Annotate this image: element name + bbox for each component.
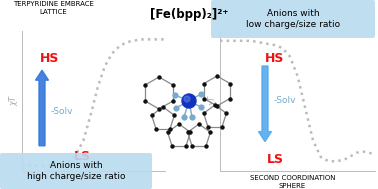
- Text: HS: HS: [265, 53, 285, 66]
- FancyArrow shape: [36, 70, 48, 146]
- FancyBboxPatch shape: [0, 153, 152, 189]
- Circle shape: [182, 94, 196, 108]
- Text: χT: χT: [209, 96, 217, 106]
- FancyArrow shape: [259, 66, 271, 142]
- Text: -Solv: -Solv: [274, 95, 296, 105]
- Text: Anions with
high charge/size ratio: Anions with high charge/size ratio: [27, 161, 125, 181]
- Text: TERPYRIDINE EMBRACE
LATTICE: TERPYRIDINE EMBRACE LATTICE: [13, 1, 94, 15]
- Text: SECOND COORDINATION
SPHERE: SECOND COORDINATION SPHERE: [250, 175, 335, 188]
- Circle shape: [184, 96, 190, 102]
- Text: LS: LS: [73, 150, 90, 163]
- FancyBboxPatch shape: [211, 0, 375, 38]
- Text: -Solv: -Solv: [51, 107, 73, 116]
- Text: Anions with
low charge/size ratio: Anions with low charge/size ratio: [246, 9, 340, 29]
- Text: LS: LS: [266, 153, 284, 166]
- Text: χT: χT: [9, 96, 19, 106]
- Text: [Fe(bpp)₂]²⁺: [Fe(bpp)₂]²⁺: [150, 8, 228, 21]
- Text: HS: HS: [40, 53, 60, 66]
